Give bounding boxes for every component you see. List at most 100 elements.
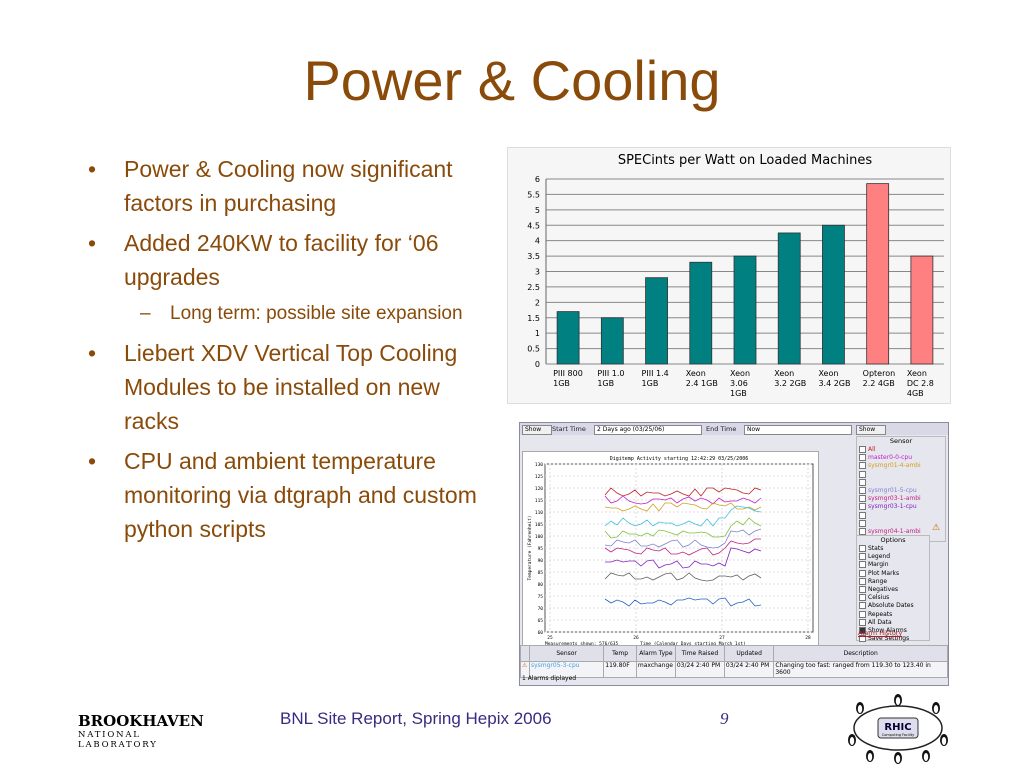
sensor-checkbox[interactable] [859, 462, 866, 470]
sensor-row[interactable] [857, 470, 945, 479]
start-time-label: Start Time [552, 425, 586, 433]
graph-y-tick: 100 [535, 534, 543, 540]
penguin-icon [933, 705, 939, 713]
option-row[interactable]: Margin [857, 561, 929, 569]
option-row[interactable]: Range [857, 577, 929, 586]
y-tick-label: 4 [535, 237, 540, 246]
temperature-series-line [604, 495, 762, 505]
temperature-series-line [604, 597, 762, 607]
graph-x-tick: 27 [719, 635, 725, 641]
option-row[interactable]: Celsius [857, 594, 929, 602]
sensor-row[interactable]: master0-0-cpu [857, 454, 945, 462]
sensor-checkbox[interactable] [859, 470, 866, 478]
sensor-checkbox[interactable] [859, 527, 866, 535]
option-checkbox[interactable] [859, 635, 866, 643]
option-checkbox[interactable] [859, 569, 866, 577]
x-tick-label: 3.2 2GB [774, 379, 806, 388]
bar [866, 183, 890, 365]
y-tick-label: 6 [535, 175, 540, 184]
y-tick-label: 3.5 [527, 252, 540, 261]
sensor-checkbox[interactable] [859, 446, 866, 453]
sensor-row[interactable]: All [857, 446, 945, 454]
option-checkbox[interactable] [859, 602, 866, 610]
sensor-row[interactable]: sysmgr04-1-ambi [857, 527, 945, 536]
logo-line1: BROOKHAVEN [78, 712, 204, 730]
option-checkbox[interactable] [859, 585, 866, 593]
y-tick-label: 4.5 [527, 221, 540, 230]
logo-badge [877, 717, 919, 739]
option-checkbox[interactable] [859, 626, 866, 634]
option-row[interactable]: Stats [857, 545, 929, 553]
option-label: Save Settings [868, 635, 910, 643]
bar [600, 317, 624, 365]
option-row[interactable]: Legend [857, 553, 929, 561]
option-row[interactable]: Show Alarms [857, 626, 929, 635]
penguin-icon [849, 737, 855, 745]
sensor-label: sysmgr01-4-ambi [868, 462, 921, 470]
option-label: Stats [868, 545, 884, 552]
sensor-label: sysmgr04-1-ambi [868, 527, 921, 535]
x-tick-label: Opteron [863, 369, 896, 378]
temperature-graph-svg: Digitemp Activity starting 12:42:29 03/2… [527, 456, 814, 647]
sensor-row[interactable]: sysmgr01-4-ambi [857, 462, 945, 470]
option-row[interactable]: Absolute Dates [857, 602, 929, 610]
bar [689, 261, 713, 365]
sensor-checkbox[interactable] [859, 503, 866, 511]
option-checkbox[interactable] [859, 618, 866, 626]
option-label: Repeats [868, 610, 893, 618]
sensor-label: All [868, 446, 876, 453]
table-cell: maxchange [635, 661, 676, 678]
sensor-row[interactable]: sysmgr03-1-ambi [857, 495, 945, 503]
option-label: All Data [868, 618, 892, 626]
option-checkbox[interactable] [859, 577, 866, 585]
bullet-item: Liebert XDV Vertical Top Cooling Modules… [88, 336, 488, 438]
table-row: ⚠ sysmgr05-3-cpu 119.80F maxchange 03/24 2:4… [520, 661, 948, 678]
sensor-row[interactable]: sysmgr03-1-cpu [857, 503, 945, 511]
option-row[interactable]: Repeats [857, 610, 929, 619]
sensor-checkbox[interactable] [859, 478, 866, 486]
x-tick-label: 1GB [553, 379, 570, 388]
option-row[interactable]: Negatives [857, 585, 929, 594]
sensor-checkbox[interactable] [859, 495, 866, 503]
option-checkbox[interactable] [859, 561, 866, 569]
start-time-select[interactable]: 2 Days ago (03/25/06) [594, 425, 702, 435]
x-tick-label: PIII 1.0 [597, 369, 624, 378]
bar [777, 232, 801, 365]
table-header-cell [520, 645, 530, 662]
option-row[interactable]: Plot Marks [857, 569, 929, 578]
sensor-row[interactable] [857, 519, 945, 528]
graph-y-tick: 110 [535, 510, 543, 516]
option-checkbox[interactable] [859, 553, 866, 561]
bar-chart-svg: SPECints per Watt on Loaded Machines 0 0.5… [527, 153, 944, 398]
graph-y-tick: 90 [538, 558, 544, 564]
temperature-series-line [604, 572, 762, 582]
sensor-row[interactable]: sysmgr01-5-cpu [857, 486, 945, 495]
sensor-label: master0-0-cpu [868, 454, 913, 462]
option-checkbox[interactable] [859, 594, 866, 602]
option-row[interactable]: Save Settings [857, 635, 929, 643]
x-tick-label: Xeon [907, 369, 927, 378]
penguin-icon [857, 705, 863, 713]
end-time-select[interactable]: Now [744, 425, 852, 435]
footer-text: BNL Site Report, Spring Hepix 2006 [280, 709, 552, 728]
graph-y-tick: 130 [535, 462, 543, 468]
graph-y-tick: 115 [535, 498, 543, 504]
show-button-2[interactable]: Show [856, 425, 886, 435]
sensor-row[interactable] [857, 478, 945, 487]
y-tick-label: 5 [535, 206, 540, 215]
logo-line2: NATIONAL LABORATORY [78, 730, 158, 750]
option-checkbox[interactable] [859, 545, 866, 552]
show-button[interactable]: Show [522, 425, 552, 435]
penguin-icon [895, 697, 901, 705]
sensor-checkbox[interactable] [859, 519, 866, 527]
penguin-icon [867, 753, 873, 761]
option-checkbox[interactable] [859, 610, 866, 618]
sensor-row[interactable] [857, 511, 945, 520]
option-row[interactable]: All Data [857, 618, 929, 627]
temperature-series-line [604, 528, 762, 549]
alarm-history-link[interactable]: Alarm History [858, 629, 903, 637]
sensor-checkbox[interactable] [859, 454, 866, 462]
graph-y-tick: 85 [538, 570, 544, 576]
sensor-checkbox[interactable] [859, 486, 866, 494]
sensor-checkbox[interactable] [859, 511, 866, 519]
